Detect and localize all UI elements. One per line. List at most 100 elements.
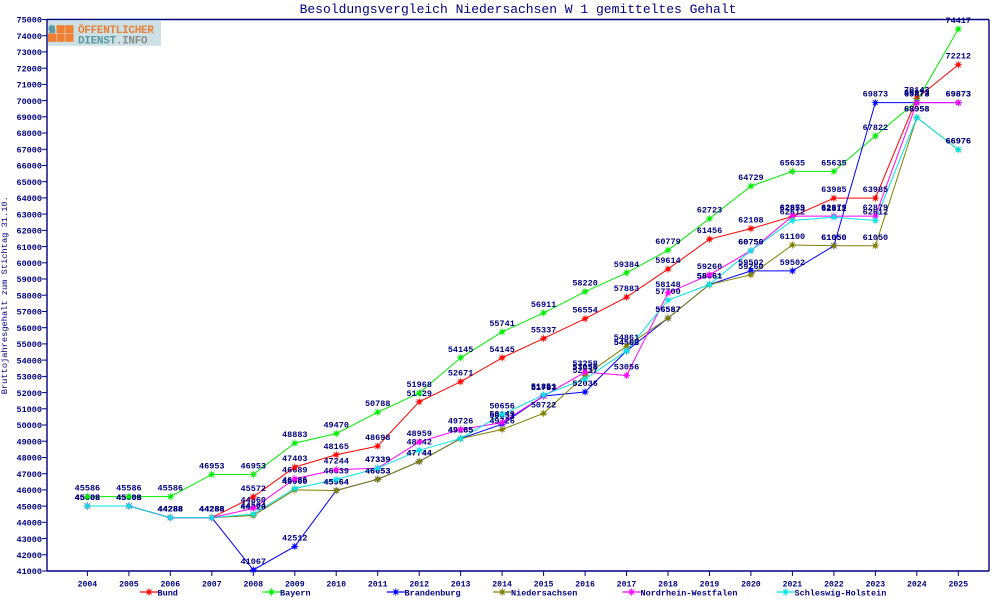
svg-text:2020: 2020 <box>741 581 761 590</box>
svg-text:56554: 56554 <box>572 306 598 316</box>
svg-text:69000: 69000 <box>16 113 42 123</box>
svg-text:48000: 48000 <box>16 454 42 464</box>
svg-text:71000: 71000 <box>16 81 42 91</box>
svg-text:Niedersachsen: Niedersachsen <box>511 589 577 599</box>
svg-text:42000: 42000 <box>16 551 42 561</box>
svg-text:Besoldungsvergleich Niedersach: Besoldungsvergleich Niedersachsen W 1 ge… <box>300 2 737 17</box>
svg-text:Bruttojahresgehalt zum Stichta: Bruttojahresgehalt zum Stichtag 31.10. <box>0 196 10 394</box>
svg-text:50788: 50788 <box>365 399 391 409</box>
svg-text:61100: 61100 <box>780 232 806 242</box>
svg-text:53056: 53056 <box>614 362 640 372</box>
svg-text:54145: 54145 <box>489 345 515 355</box>
svg-text:74000: 74000 <box>16 32 42 42</box>
svg-text:2017: 2017 <box>617 581 637 590</box>
svg-text:50000: 50000 <box>16 421 42 431</box>
svg-text:59260: 59260 <box>697 262 723 272</box>
svg-text:56911: 56911 <box>531 300 557 310</box>
svg-text:2007: 2007 <box>202 581 222 590</box>
svg-text:61456: 61456 <box>697 226 723 236</box>
svg-text:48165: 48165 <box>323 442 349 452</box>
svg-text:44000: 44000 <box>16 519 42 529</box>
svg-text:62000: 62000 <box>16 227 42 237</box>
svg-text:62723: 62723 <box>697 206 723 216</box>
svg-text:47339: 47339 <box>365 455 391 465</box>
svg-text:52000: 52000 <box>16 389 42 399</box>
svg-text:46953: 46953 <box>241 461 267 471</box>
svg-text:61000: 61000 <box>16 243 42 253</box>
svg-text:74417: 74417 <box>946 16 972 26</box>
svg-text:55337: 55337 <box>531 325 557 335</box>
svg-text:59614: 59614 <box>655 256 681 266</box>
svg-text:42512: 42512 <box>282 534 308 544</box>
svg-text:2004: 2004 <box>78 581 98 590</box>
svg-text:68000: 68000 <box>16 129 42 139</box>
svg-text:43000: 43000 <box>16 535 42 545</box>
svg-text:45000: 45000 <box>16 502 42 512</box>
svg-text:49470: 49470 <box>323 421 349 431</box>
svg-text:48698: 48698 <box>365 433 391 443</box>
svg-text:66976: 66976 <box>946 137 972 147</box>
svg-text:46000: 46000 <box>16 486 42 496</box>
svg-text:70000: 70000 <box>16 97 42 107</box>
svg-text:52671: 52671 <box>448 369 474 379</box>
svg-text:63985: 63985 <box>821 185 847 195</box>
svg-text:50722: 50722 <box>531 400 557 410</box>
svg-text:53000: 53000 <box>16 373 42 383</box>
svg-text:64729: 64729 <box>738 173 764 183</box>
svg-text:48883: 48883 <box>282 430 308 440</box>
svg-text:60750: 60750 <box>738 238 764 248</box>
svg-text:61050: 61050 <box>863 233 889 243</box>
svg-text:61050: 61050 <box>821 233 847 243</box>
svg-text:66000: 66000 <box>16 162 42 172</box>
svg-text:49000: 49000 <box>16 437 42 447</box>
svg-text:56000: 56000 <box>16 324 42 334</box>
svg-text:47403: 47403 <box>282 454 308 464</box>
svg-text:Nordrhein-Westfalen: Nordrhein-Westfalen <box>641 589 738 599</box>
svg-text:67822: 67822 <box>863 123 889 133</box>
svg-text:69873: 69873 <box>946 90 972 100</box>
svg-text:59384: 59384 <box>614 260 640 270</box>
svg-text:45572: 45572 <box>241 484 267 494</box>
svg-text:58220: 58220 <box>572 279 598 289</box>
svg-text:Schleswig-Holstein: Schleswig-Holstein <box>795 589 887 599</box>
svg-text:Brandenburg: Brandenburg <box>405 589 461 599</box>
svg-text:65635: 65635 <box>780 158 806 168</box>
svg-text:41000: 41000 <box>16 567 42 577</box>
svg-text:55000: 55000 <box>16 340 42 350</box>
svg-text:Bund: Bund <box>158 589 178 599</box>
svg-text:72000: 72000 <box>16 64 42 74</box>
svg-text:45586: 45586 <box>158 484 184 494</box>
svg-text:64000: 64000 <box>16 194 42 204</box>
svg-text:51000: 51000 <box>16 405 42 415</box>
svg-text:46953: 46953 <box>199 461 225 471</box>
svg-text:65000: 65000 <box>16 178 42 188</box>
svg-text:73000: 73000 <box>16 48 42 58</box>
svg-text:51968: 51968 <box>406 380 432 390</box>
svg-text:58000: 58000 <box>16 291 42 301</box>
svg-text:54000: 54000 <box>16 356 42 366</box>
svg-text:59502: 59502 <box>780 258 806 268</box>
svg-text:55741: 55741 <box>489 319 515 329</box>
svg-text:75000: 75000 <box>16 16 42 26</box>
svg-text:Bayern: Bayern <box>280 589 311 599</box>
svg-text:60779: 60779 <box>655 237 681 247</box>
svg-text:72212: 72212 <box>946 52 972 62</box>
svg-text:2016: 2016 <box>575 581 595 590</box>
svg-text:44288: 44288 <box>199 505 225 515</box>
svg-text:63000: 63000 <box>16 210 42 220</box>
svg-text:41067: 41067 <box>241 557 267 567</box>
svg-text:2024: 2024 <box>907 581 927 590</box>
svg-text:2005: 2005 <box>119 581 139 590</box>
svg-text:60000: 60000 <box>16 259 42 269</box>
svg-text:54145: 54145 <box>448 345 474 355</box>
svg-text:56587: 56587 <box>655 305 681 315</box>
svg-text:2010: 2010 <box>326 581 346 590</box>
svg-text:DIENST.INFO: DIENST.INFO <box>78 35 148 47</box>
svg-text:63985: 63985 <box>863 185 889 195</box>
svg-text:59000: 59000 <box>16 275 42 285</box>
svg-text:2011: 2011 <box>368 581 388 590</box>
svg-text:50656: 50656 <box>489 401 515 411</box>
svg-text:67000: 67000 <box>16 146 42 156</box>
svg-text:2008: 2008 <box>243 581 263 590</box>
svg-text:65635: 65635 <box>821 158 847 168</box>
